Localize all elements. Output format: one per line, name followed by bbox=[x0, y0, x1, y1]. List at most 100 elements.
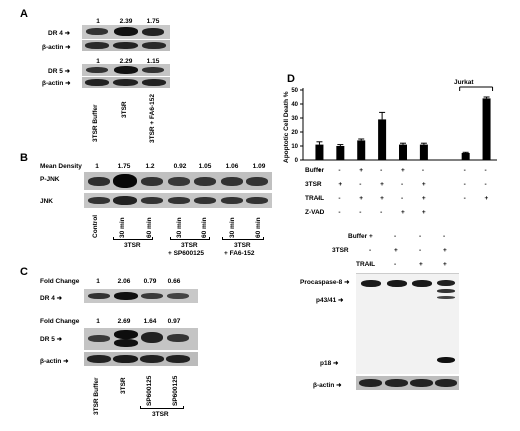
band bbox=[114, 330, 138, 339]
band bbox=[85, 42, 109, 49]
treatment-sign: + bbox=[380, 195, 384, 202]
blot-sign: - bbox=[419, 233, 422, 240]
treatment-sign: - bbox=[317, 195, 320, 202]
panel-a-actin1-label: β-actin ➜ bbox=[42, 44, 71, 51]
panel-b-value: 1.2 bbox=[145, 163, 155, 170]
treatment-sign: - bbox=[317, 209, 320, 216]
band bbox=[142, 79, 166, 86]
band bbox=[194, 197, 216, 204]
panel-b-density-label: Mean Density bbox=[40, 163, 82, 170]
panel-a-actin1-blot bbox=[82, 40, 170, 51]
y-tick-label: 40 bbox=[291, 102, 298, 108]
treatment-sign: + bbox=[359, 195, 364, 202]
y-tick-label: 50 bbox=[291, 88, 298, 94]
blot-sign: - bbox=[394, 261, 397, 268]
treatment-sign: + bbox=[380, 181, 384, 188]
band bbox=[385, 379, 408, 387]
panel-c-dr4-label: DR 4 ➜ bbox=[40, 295, 63, 302]
treatment-sign: - bbox=[463, 167, 466, 174]
panel-b-value: 1.75 bbox=[117, 163, 131, 170]
panel-b-group-bracket bbox=[222, 237, 223, 240]
y-tick-label: 0 bbox=[295, 158, 299, 164]
panel-a-dr4-value: 1 bbox=[96, 18, 100, 25]
treatment-sign: + bbox=[338, 181, 343, 188]
panel-c-dr5-value: 1.64 bbox=[143, 318, 157, 325]
treatment-sign: - bbox=[338, 195, 341, 202]
band bbox=[412, 280, 432, 287]
panel-c-group-bracket bbox=[140, 408, 184, 409]
band bbox=[86, 67, 108, 73]
panel-d-row-label: TRAIL bbox=[305, 195, 325, 202]
bar bbox=[357, 140, 366, 160]
band bbox=[221, 177, 243, 186]
y-tick-label: 10 bbox=[291, 144, 298, 150]
blot-sign: - bbox=[369, 247, 372, 254]
panel-d-jurkat-label: Jurkat bbox=[454, 79, 474, 86]
treatment-sign: + bbox=[421, 195, 426, 202]
band bbox=[437, 357, 455, 363]
treatment-sign: + bbox=[359, 167, 364, 174]
bar bbox=[482, 98, 491, 160]
band bbox=[88, 177, 110, 186]
panel-b-group-label: + FA6-152 bbox=[224, 250, 255, 257]
band bbox=[141, 177, 163, 186]
band bbox=[114, 66, 138, 74]
band bbox=[141, 293, 163, 299]
panel-c-fold-label: Fold Change bbox=[40, 278, 80, 285]
panel-a-dr5-value: 2.29 bbox=[119, 58, 133, 65]
panel-b-group-bracket bbox=[113, 237, 114, 240]
band bbox=[113, 42, 138, 49]
panel-b-jnk-label: JNK bbox=[40, 198, 54, 205]
band bbox=[166, 355, 190, 363]
panel-b-value: 1.06 bbox=[225, 163, 239, 170]
blot-sign: + bbox=[443, 261, 447, 268]
panel-b-group-label: + SP600125 bbox=[168, 250, 204, 257]
treatment-sign: - bbox=[317, 181, 320, 188]
panel-c-dr4-value: 0.79 bbox=[143, 278, 157, 285]
bar bbox=[315, 144, 324, 160]
panel-c-dr5-label: DR 5 ➜ bbox=[40, 336, 63, 343]
band bbox=[387, 280, 407, 287]
band bbox=[168, 197, 190, 204]
treatment-sign: - bbox=[401, 181, 404, 188]
treatment-sign: + bbox=[484, 195, 489, 202]
band bbox=[167, 334, 189, 342]
treatment-sign: + bbox=[401, 167, 405, 174]
panel-a-dr5-blot bbox=[82, 64, 170, 76]
band bbox=[113, 79, 138, 86]
treatment-sign: - bbox=[463, 195, 466, 202]
treatment-sign: + bbox=[421, 209, 426, 216]
panel-b-value: 1.09 bbox=[252, 163, 266, 170]
band bbox=[88, 335, 110, 342]
panel-b-jnk-blot bbox=[84, 193, 272, 208]
panel-b-value: 0.92 bbox=[173, 163, 187, 170]
band bbox=[141, 197, 163, 204]
band bbox=[194, 177, 216, 186]
band bbox=[114, 339, 138, 347]
panel-b-group-bracket bbox=[170, 237, 171, 240]
treatment-sign: - bbox=[380, 209, 383, 216]
panel-d-p18-label: p18 ➜ bbox=[320, 360, 339, 367]
panel-a-dr5-value: 1 bbox=[96, 58, 100, 65]
panel-d-blot-row-label: 3TSR bbox=[332, 247, 349, 254]
bar bbox=[419, 144, 428, 160]
panel-c-dr4-value: 0.66 bbox=[167, 278, 181, 285]
panel-b-group-label: 3TSR bbox=[234, 242, 251, 249]
panel-c-dr5-blot bbox=[84, 328, 198, 350]
band bbox=[246, 177, 268, 186]
blot-sign: + bbox=[369, 233, 373, 240]
band bbox=[142, 67, 164, 73]
panel-a-dr4-value: 1.75 bbox=[146, 18, 160, 25]
panel-d-actin-blot bbox=[356, 376, 459, 390]
panel-c-actin-blot bbox=[84, 352, 198, 366]
panel-b-group-label: 3TSR bbox=[181, 242, 198, 249]
treatment-sign: + bbox=[317, 167, 322, 174]
band bbox=[142, 42, 166, 49]
band bbox=[437, 280, 455, 286]
band bbox=[221, 197, 243, 204]
panel-a-actin2-blot bbox=[82, 77, 170, 88]
band bbox=[168, 177, 190, 186]
bar bbox=[378, 119, 387, 160]
blot-sign: - bbox=[369, 261, 372, 268]
